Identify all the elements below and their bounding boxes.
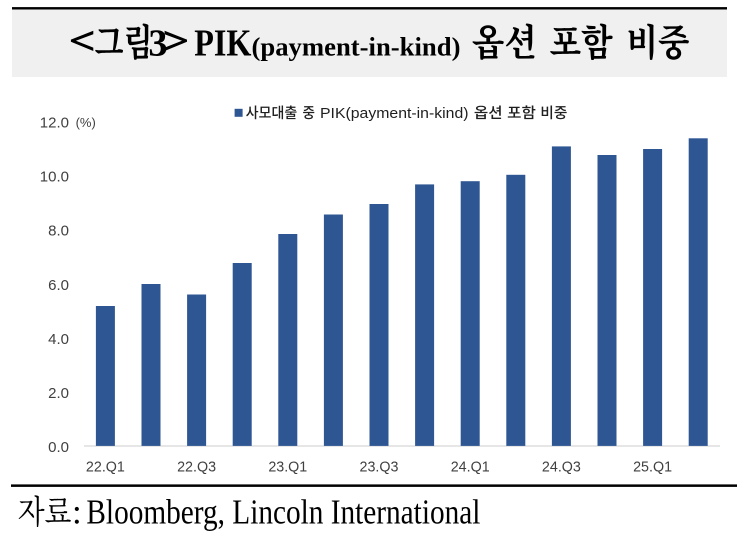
svg-text:6.0: 6.0 (48, 277, 69, 294)
svg-text:25.Q1: 25.Q1 (633, 460, 672, 476)
svg-text:22.Q3: 22.Q3 (177, 460, 216, 476)
svg-text:3: 3 (148, 23, 167, 65)
svg-text:4.0: 4.0 (48, 331, 69, 348)
svg-text:PIK: PIK (194, 23, 252, 65)
svg-text:12.0: 12.0 (40, 114, 69, 131)
svg-text::: : (72, 492, 82, 531)
svg-text:(%): (%) (76, 115, 96, 130)
svg-text:22.Q1: 22.Q1 (86, 460, 125, 476)
svg-text:PIK(payment-in-kind): PIK(payment-in-kind) (320, 106, 469, 122)
svg-text:0.0: 0.0 (48, 439, 69, 456)
svg-text:8.0: 8.0 (48, 223, 69, 240)
svg-text:(payment-in-kind): (payment-in-kind) (252, 32, 461, 62)
svg-text:23.Q1: 23.Q1 (268, 460, 307, 476)
svg-text:24.Q1: 24.Q1 (451, 460, 490, 476)
svg-text:2.0: 2.0 (48, 385, 69, 402)
svg-text:24.Q3: 24.Q3 (542, 460, 581, 476)
svg-text:Bloomberg, Lincoln Internation: Bloomberg, Lincoln International (86, 492, 480, 531)
svg-text:23.Q3: 23.Q3 (360, 460, 399, 476)
svg-text:10.0: 10.0 (40, 169, 69, 186)
